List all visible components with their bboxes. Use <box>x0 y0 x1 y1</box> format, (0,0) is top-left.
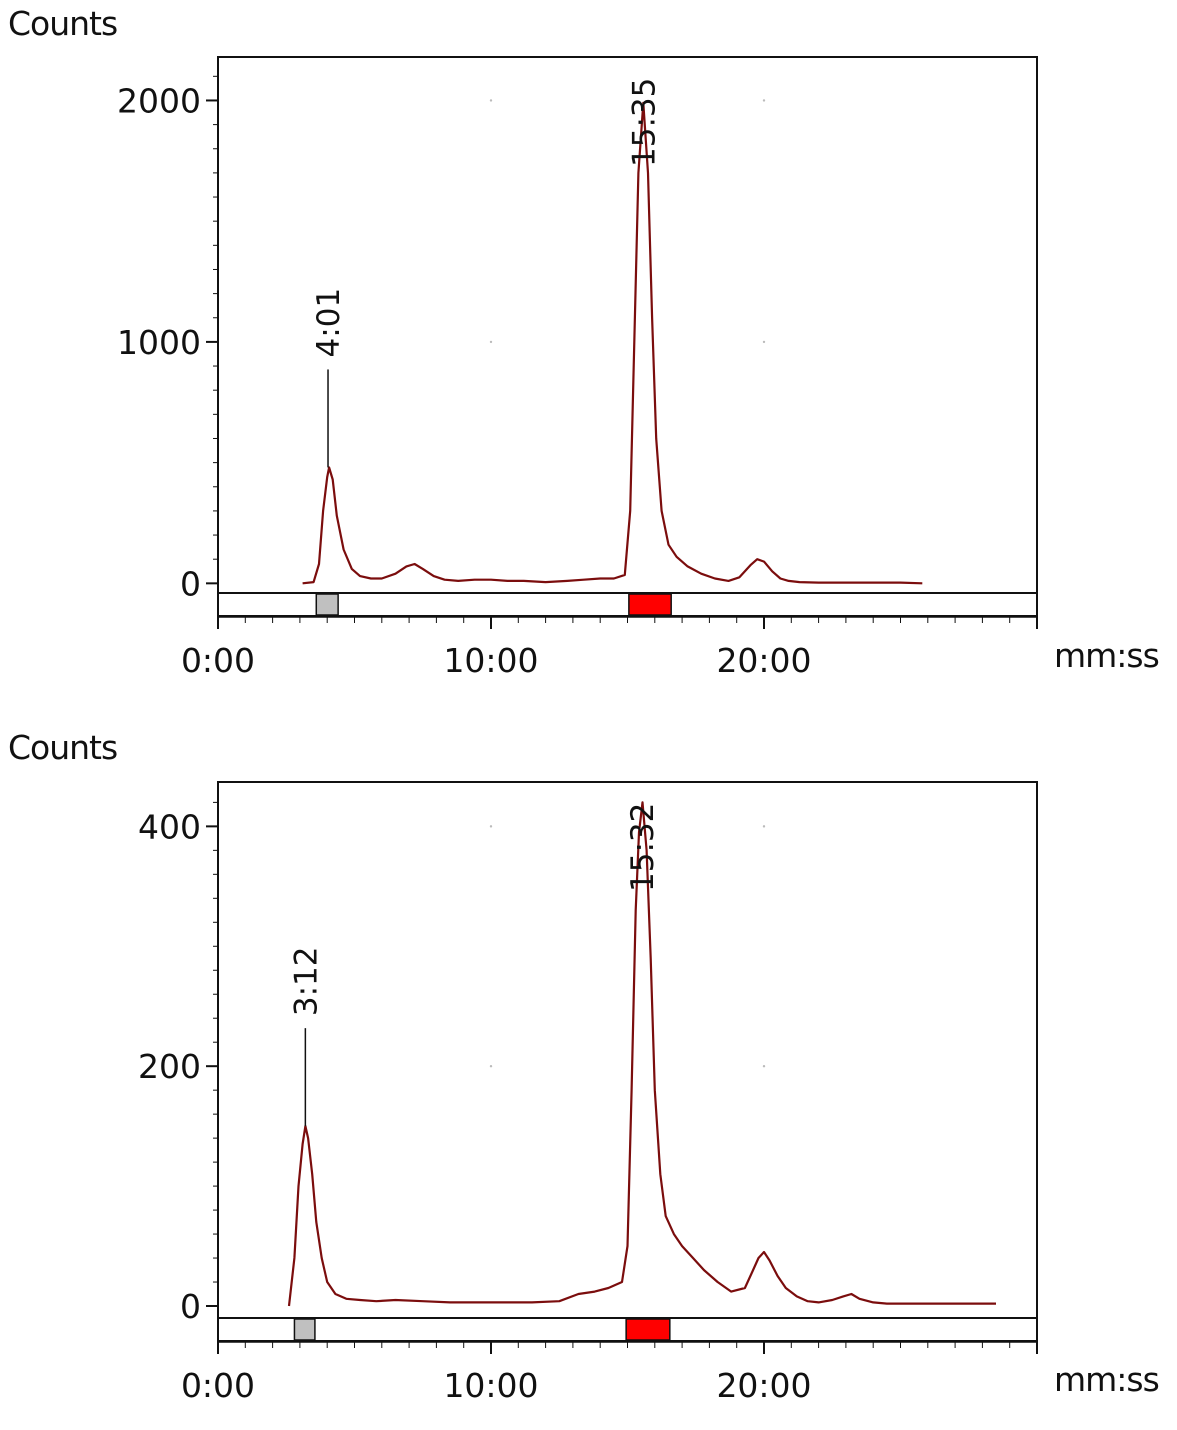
chromatogram-top: Counts mm:ss 0 1000 2000 0:00 10:00 20:00 4:01… <box>0 0 1177 706</box>
plot-frame <box>217 56 1038 594</box>
x-tick-label: 10:00 <box>443 1366 538 1405</box>
peak-label: 3:12 <box>288 947 324 1017</box>
y-tick-label: 200 <box>138 1047 201 1086</box>
peak-region-marker <box>315 593 339 616</box>
peak-label: 15:32 <box>625 803 661 892</box>
y-tick-label: 1000 <box>117 323 201 362</box>
peak-label: 4:01 <box>311 288 347 358</box>
x-tick-label: 20:00 <box>716 1366 811 1405</box>
x-axis-unit-label: mm:ss <box>1054 1360 1160 1399</box>
x-tick-label: 0:00 <box>181 1366 255 1405</box>
x-axis-unit-label: mm:ss <box>1054 636 1160 675</box>
y-axis-label: Counts <box>8 4 118 43</box>
marker-bar <box>217 592 1038 617</box>
grid-dot <box>762 1064 766 1068</box>
x-tick-label: 20:00 <box>716 641 811 680</box>
series-line <box>302 101 923 585</box>
peak-label: 15:35 <box>626 78 662 167</box>
chart-svg: 0 1000 2000 0:00 10:00 20:00 4:01 15:35 <box>117 56 1038 680</box>
grid-dot <box>489 1064 493 1068</box>
grid-dot <box>762 825 766 828</box>
peak-region-marker <box>625 1318 671 1341</box>
peak-region-marker <box>628 593 672 616</box>
y-tick-label: 0 <box>180 564 201 603</box>
chromatogram-bottom: Counts mm:ss 0 200 400 0:00 10:00 20:00 3:12 15… <box>0 724 1177 1430</box>
x-tick-label: 0:00 <box>181 641 255 680</box>
grid-dot <box>489 340 493 344</box>
y-tick-label: 400 <box>138 807 201 846</box>
series-line <box>287 801 996 1307</box>
y-tick-label: 0 <box>180 1287 201 1326</box>
grid-dot <box>489 99 493 102</box>
peak-region-marker <box>293 1318 316 1341</box>
x-tick-label: 10:00 <box>443 641 538 680</box>
grid-dot <box>762 340 766 344</box>
y-axis-label: Counts <box>8 728 118 767</box>
y-tick-label: 2000 <box>117 81 201 120</box>
grid-dot <box>489 825 493 828</box>
chart-svg: 0 200 400 0:00 10:00 20:00 3:12 15:32 <box>138 781 1038 1405</box>
grid-dot <box>762 99 766 102</box>
